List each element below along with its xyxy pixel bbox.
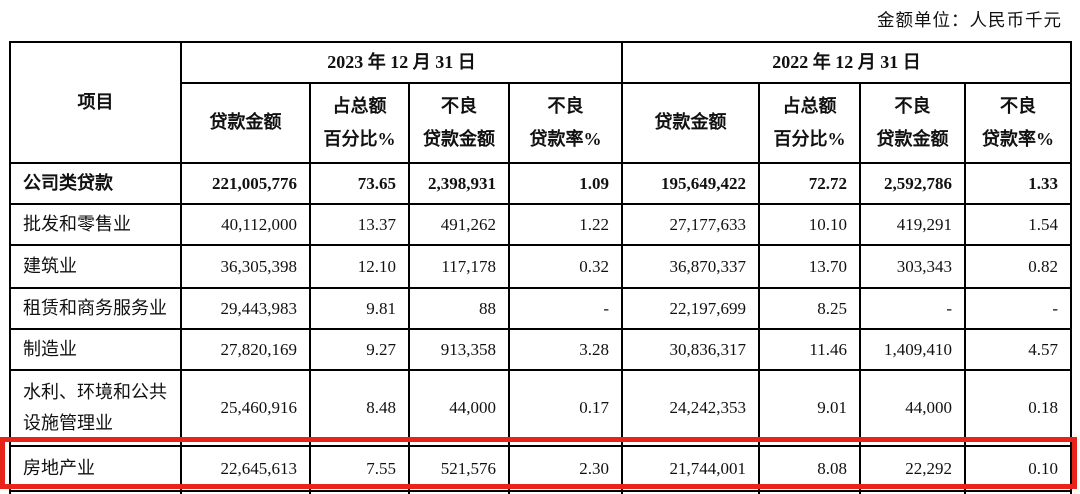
cutoff-cell bbox=[9, 490, 182, 494]
cell-npl-ratio-2022: 4.57 bbox=[964, 328, 1072, 371]
cell-loan-amount-2022: 36,870,337 bbox=[621, 244, 760, 289]
table-row-construction: 建筑业 36,305,398 12.10 117,178 0.32 36,870… bbox=[9, 244, 1072, 289]
column-header-pct-of-total-2022: 占总额 百分比% bbox=[758, 82, 861, 164]
row-label: 公司类贷款 bbox=[9, 162, 182, 205]
column-group-2022: 2022 年 12 月 31 日 bbox=[621, 41, 1072, 84]
table-row-leasing-business-services: 租赁和商务服务业 29,443,983 9.81 88 - 22,197,699… bbox=[9, 287, 1072, 330]
cell-npl-amount-2022: 2,592,786 bbox=[859, 162, 966, 205]
row-label: 批发和零售业 bbox=[9, 203, 182, 246]
cell-loan-amount-2022: 195,649,422 bbox=[621, 162, 760, 205]
cell-pct-2023: 73.65 bbox=[309, 162, 410, 205]
cell-loan-amount-2022: 30,836,317 bbox=[621, 328, 760, 371]
cutoff-cell bbox=[508, 490, 623, 494]
cell-npl-amount-2023: 2,398,931 bbox=[408, 162, 510, 205]
row-label: 制造业 bbox=[9, 328, 182, 371]
cell-loan-amount-2023: 29,443,983 bbox=[180, 287, 311, 330]
cell-loan-amount-2023: 25,460,916 bbox=[180, 369, 311, 447]
cell-npl-amount-2023: 521,576 bbox=[408, 445, 510, 492]
cell-npl-amount-2023: 913,358 bbox=[408, 328, 510, 371]
cell-loan-amount-2022: 21,744,001 bbox=[621, 445, 760, 492]
row-label: 租赁和商务服务业 bbox=[9, 287, 182, 330]
loans-by-industry-table: 项目 2023 年 12 月 31 日 2022 年 12 月 31 日 贷款金… bbox=[9, 41, 1072, 494]
column-header-npl-ratio-2023: 不良 贷款率% bbox=[508, 82, 623, 164]
column-header-npl-amount-2022: 不良 贷款金额 bbox=[859, 82, 966, 164]
cell-npl-ratio-2023: 2.30 bbox=[508, 445, 623, 492]
cell-pct-2023: 12.10 bbox=[309, 244, 410, 289]
cell-pct-2022: 8.08 bbox=[758, 445, 861, 492]
column-header-npl-ratio-2022: 不良 贷款率% bbox=[964, 82, 1072, 164]
cell-npl-ratio-2023: 3.28 bbox=[508, 328, 623, 371]
cell-npl-amount-2022: 44,000 bbox=[859, 369, 966, 447]
cell-loan-amount-2023: 22,645,613 bbox=[180, 445, 311, 492]
cell-pct-2022: 72.72 bbox=[758, 162, 861, 205]
table-row-real-estate: 房地产业 22,645,613 7.55 521,576 2.30 21,744… bbox=[9, 445, 1072, 492]
cell-loan-amount-2023: 221,005,776 bbox=[180, 162, 311, 205]
cell-npl-amount-2022: - bbox=[859, 287, 966, 330]
cell-npl-ratio-2022: 0.18 bbox=[964, 369, 1072, 447]
table-row-corporate-loans: 公司类贷款 221,005,776 73.65 2,398,931 1.09 1… bbox=[9, 162, 1072, 205]
cell-npl-amount-2022: 303,343 bbox=[859, 244, 966, 289]
cell-npl-amount-2023: 117,178 bbox=[408, 244, 510, 289]
cell-pct-2023: 13.37 bbox=[309, 203, 410, 246]
table-row-manufacturing: 制造业 27,820,169 9.27 913,358 3.28 30,836,… bbox=[9, 328, 1072, 371]
cell-npl-amount-2022: 419,291 bbox=[859, 203, 966, 246]
cell-npl-amount-2023: 44,000 bbox=[408, 369, 510, 447]
cell-npl-ratio-2022: 1.54 bbox=[964, 203, 1072, 246]
table-row-wholesale-retail: 批发和零售业 40,112,000 13.37 491,262 1.22 27,… bbox=[9, 203, 1072, 246]
cell-npl-amount-2022: 22,292 bbox=[859, 445, 966, 492]
amount-unit-note: 金额单位：人民币千元 bbox=[877, 10, 1062, 30]
row-label: 房地产业 bbox=[9, 445, 182, 492]
cutoff-cell bbox=[964, 490, 1072, 494]
cell-loan-amount-2022: 22,197,699 bbox=[621, 287, 760, 330]
cell-pct-2023: 9.27 bbox=[309, 328, 410, 371]
cell-npl-amount-2023: 88 bbox=[408, 287, 510, 330]
cell-loan-amount-2023: 27,820,169 bbox=[180, 328, 311, 371]
cutoff-cell bbox=[180, 490, 311, 494]
cell-loan-amount-2022: 27,177,633 bbox=[621, 203, 760, 246]
row-label: 建筑业 bbox=[9, 244, 182, 289]
table-row-cutoff bbox=[9, 490, 1072, 494]
cell-npl-ratio-2023: 1.09 bbox=[508, 162, 623, 205]
table-row-water-environment-public-facilities: 水利、环境和公共 设施管理业 25,460,916 8.48 44,000 0.… bbox=[9, 369, 1072, 447]
cell-npl-amount-2023: 491,262 bbox=[408, 203, 510, 246]
cell-pct-2022: 9.01 bbox=[758, 369, 861, 447]
cell-npl-ratio-2023: - bbox=[508, 287, 623, 330]
cell-npl-ratio-2022: - bbox=[964, 287, 1072, 330]
row-label: 水利、环境和公共 设施管理业 bbox=[9, 369, 182, 447]
cell-npl-ratio-2023: 1.22 bbox=[508, 203, 623, 246]
cutoff-cell bbox=[309, 490, 410, 494]
cell-npl-ratio-2022: 1.33 bbox=[964, 162, 1072, 205]
cell-pct-2023: 9.81 bbox=[309, 287, 410, 330]
column-header-loan-amount-2022: 贷款金额 bbox=[621, 82, 760, 164]
column-header-loan-amount-2023: 贷款金额 bbox=[180, 82, 311, 164]
cutoff-cell bbox=[758, 490, 861, 494]
cutoff-cell bbox=[859, 490, 966, 494]
cell-npl-ratio-2023: 0.17 bbox=[508, 369, 623, 447]
column-header-npl-amount-2023: 不良 贷款金额 bbox=[408, 82, 510, 164]
column-header-item: 项目 bbox=[9, 41, 182, 164]
column-header-pct-of-total-2023: 占总额 百分比% bbox=[309, 82, 410, 164]
cell-npl-ratio-2023: 0.32 bbox=[508, 244, 623, 289]
cell-pct-2022: 10.10 bbox=[758, 203, 861, 246]
cell-pct-2023: 7.55 bbox=[309, 445, 410, 492]
column-group-2023: 2023 年 12 月 31 日 bbox=[180, 41, 623, 84]
cell-npl-amount-2022: 1,409,410 bbox=[859, 328, 966, 371]
cutoff-cell bbox=[621, 490, 760, 494]
cell-pct-2022: 8.25 bbox=[758, 287, 861, 330]
cell-loan-amount-2023: 36,305,398 bbox=[180, 244, 311, 289]
cell-pct-2023: 8.48 bbox=[309, 369, 410, 447]
cutoff-cell bbox=[408, 490, 510, 494]
table-header-sub-row: 贷款金额 占总额 百分比% 不良 贷款金额 不良 贷款率% 贷款金额 占总额 百… bbox=[10, 82, 1072, 164]
cell-loan-amount-2023: 40,112,000 bbox=[180, 203, 311, 246]
cell-npl-ratio-2022: 0.10 bbox=[964, 445, 1072, 492]
cell-pct-2022: 13.70 bbox=[758, 244, 861, 289]
cell-loan-amount-2022: 24,242,353 bbox=[621, 369, 760, 447]
cell-pct-2022: 11.46 bbox=[758, 328, 861, 371]
table-header-year-row: 项目 2023 年 12 月 31 日 2022 年 12 月 31 日 bbox=[9, 41, 1072, 164]
cell-npl-ratio-2022: 0.82 bbox=[964, 244, 1072, 289]
